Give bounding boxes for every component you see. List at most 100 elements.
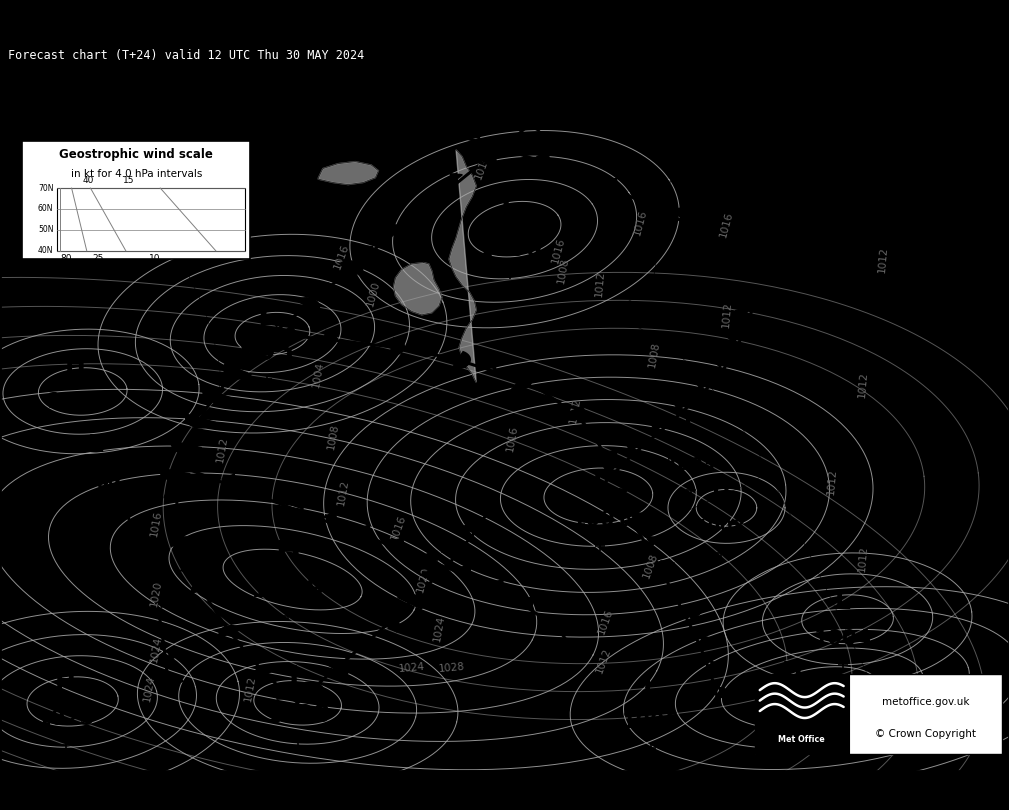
Bar	[57, 188, 245, 251]
Text: 1012: 1012	[568, 396, 582, 424]
Polygon shape	[321, 330, 337, 349]
Polygon shape	[348, 637, 375, 654]
Text: L: L	[289, 664, 307, 693]
Polygon shape	[424, 551, 437, 561]
Text: 1016: 1016	[506, 424, 520, 452]
Text: Geostrophic wind scale: Geostrophic wind scale	[60, 147, 213, 160]
Text: 1003: 1003	[666, 455, 716, 474]
Polygon shape	[133, 520, 146, 530]
Polygon shape	[511, 373, 532, 390]
Text: 1012: 1012	[857, 545, 869, 572]
Text: 1016: 1016	[718, 211, 735, 238]
Polygon shape	[189, 462, 202, 471]
Polygon shape	[559, 405, 585, 420]
Text: 70N: 70N	[38, 184, 53, 193]
Polygon shape	[501, 141, 515, 150]
Text: 1008: 1008	[647, 341, 661, 369]
Polygon shape	[159, 598, 172, 608]
Polygon shape	[517, 116, 542, 132]
Polygon shape	[674, 586, 688, 595]
Text: 1024: 1024	[432, 615, 446, 642]
Polygon shape	[276, 692, 289, 699]
Polygon shape	[725, 333, 740, 343]
Polygon shape	[318, 162, 378, 185]
Polygon shape	[121, 494, 134, 504]
Text: in kt for 4.0 hPa intervals: in kt for 4.0 hPa intervals	[71, 168, 202, 178]
Text: 1024: 1024	[142, 675, 156, 703]
Text: 50N: 50N	[38, 225, 53, 234]
Polygon shape	[651, 422, 665, 432]
Polygon shape	[699, 636, 713, 646]
Polygon shape	[472, 152, 497, 168]
Text: Met Office: Met Office	[778, 735, 825, 744]
Polygon shape	[419, 343, 432, 352]
Polygon shape	[544, 387, 557, 395]
Polygon shape	[185, 413, 216, 428]
Text: H: H	[55, 670, 76, 694]
Polygon shape	[637, 192, 649, 202]
Polygon shape	[159, 467, 191, 481]
Text: 10: 10	[149, 254, 160, 262]
Text: 1016: 1016	[633, 208, 649, 237]
Text: L: L	[684, 418, 698, 437]
Text: 1008: 1008	[556, 257, 570, 285]
Polygon shape	[673, 402, 687, 411]
Bar	[755, 674, 849, 753]
Text: L: L	[592, 471, 608, 496]
Text: 60N: 60N	[38, 204, 53, 214]
Text: © Crown Copyright: © Crown Copyright	[875, 729, 976, 739]
Polygon shape	[420, 570, 447, 586]
Polygon shape	[236, 652, 248, 660]
Polygon shape	[661, 561, 674, 571]
Polygon shape	[521, 597, 535, 607]
Text: 1012: 1012	[215, 436, 229, 463]
Polygon shape	[736, 308, 749, 318]
Polygon shape	[357, 104, 371, 112]
Polygon shape	[245, 339, 274, 356]
Text: 1004: 1004	[813, 629, 872, 649]
Polygon shape	[290, 500, 303, 509]
Polygon shape	[466, 130, 480, 139]
Polygon shape	[253, 666, 277, 680]
Polygon shape	[39, 484, 63, 501]
Text: H: H	[782, 659, 802, 684]
Polygon shape	[646, 536, 660, 546]
Polygon shape	[430, 121, 444, 130]
Text: 1012: 1012	[336, 479, 350, 506]
Text: 1016: 1016	[149, 510, 163, 538]
Text: 1029: 1029	[251, 577, 324, 603]
Polygon shape	[202, 387, 233, 403]
Text: 1008: 1008	[696, 518, 747, 536]
Polygon shape	[223, 362, 252, 380]
Polygon shape	[571, 640, 585, 650]
Text: 40N: 40N	[38, 246, 53, 255]
Polygon shape	[441, 548, 469, 563]
Text: L: L	[643, 673, 659, 697]
Polygon shape	[591, 424, 603, 433]
Text: 1016: 1016	[389, 514, 408, 541]
Text: 1012: 1012	[857, 371, 869, 398]
Polygon shape	[181, 565, 192, 573]
Polygon shape	[360, 245, 373, 254]
Bar	[755, 674, 1002, 753]
Polygon shape	[449, 150, 476, 382]
Polygon shape	[169, 650, 180, 660]
Text: 1004: 1004	[311, 360, 325, 388]
Polygon shape	[687, 611, 701, 620]
Text: H: H	[712, 480, 731, 501]
Polygon shape	[273, 318, 286, 326]
Bar	[22, 141, 250, 259]
Polygon shape	[107, 470, 120, 479]
Polygon shape	[315, 111, 326, 118]
Polygon shape	[457, 565, 470, 574]
Polygon shape	[323, 659, 349, 676]
Polygon shape	[205, 610, 216, 617]
Polygon shape	[602, 465, 616, 474]
Polygon shape	[460, 523, 489, 538]
Text: 1012: 1012	[720, 301, 733, 328]
Polygon shape	[284, 326, 297, 334]
Text: 1012: 1012	[594, 647, 612, 676]
Text: 1016: 1016	[332, 243, 350, 271]
Polygon shape	[291, 131, 303, 139]
Text: L: L	[834, 590, 851, 614]
